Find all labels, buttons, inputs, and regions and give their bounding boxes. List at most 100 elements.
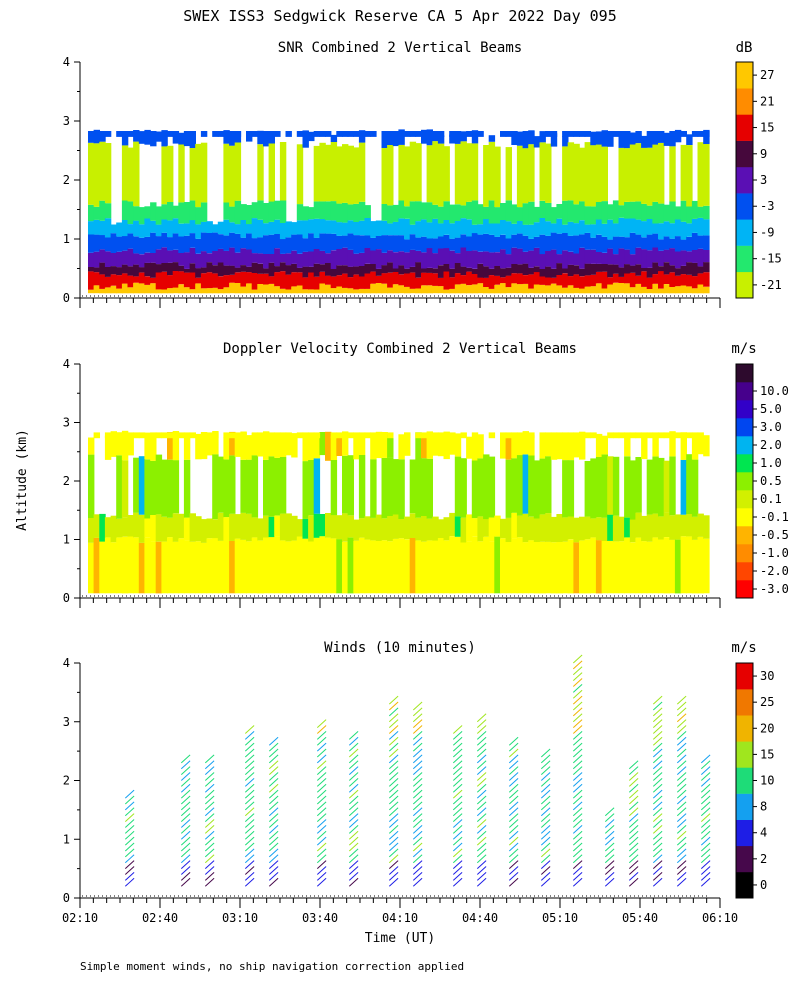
heatmap-cell (336, 265, 343, 276)
heatmap-cell (375, 275, 383, 283)
heatmap-cell (562, 200, 569, 225)
wind-barb (652, 754, 663, 764)
heatmap-cell (601, 288, 608, 294)
heatmap-cell (562, 517, 569, 542)
heatmap-cell (658, 142, 665, 204)
wind-barb (204, 766, 215, 775)
heatmap-cell (646, 277, 654, 289)
wind-barb (572, 819, 583, 828)
wind-barb (540, 825, 551, 834)
heatmap-cell (584, 263, 591, 276)
heatmap-cell (511, 264, 518, 274)
heatmap-cell (347, 233, 354, 250)
y-tick-label: 1 (63, 533, 70, 547)
heatmap-cell (133, 537, 140, 594)
heatmap-cell (268, 201, 275, 222)
heatmap-cell (364, 516, 371, 540)
heatmap-cell (381, 540, 388, 594)
heatmap-cell (686, 206, 693, 224)
colorbar-label: -3.0 (760, 582, 789, 596)
wind-barb (204, 836, 215, 846)
heatmap-cell (110, 285, 117, 294)
wind-barb (268, 836, 279, 846)
heatmap-cell (516, 537, 524, 594)
wind-barb (204, 772, 215, 781)
heatmap-cell (88, 518, 95, 543)
heatmap-band (172, 131, 180, 137)
heatmap-cell (454, 237, 462, 253)
colorbar-label: 21 (760, 94, 774, 108)
heatmap-cell (319, 432, 326, 456)
wind-barb (476, 778, 487, 787)
wind-barb (388, 719, 399, 728)
heatmap-band (88, 131, 95, 137)
heatmap-band (353, 432, 360, 439)
wind-barb (348, 860, 359, 869)
wind-barb (628, 789, 639, 799)
wind-barb (412, 707, 423, 717)
wind-barb (676, 719, 687, 728)
heatmap-cell (285, 253, 292, 266)
wind-barb (572, 684, 583, 693)
wind-barb (676, 819, 687, 828)
heatmap-cell (415, 251, 422, 263)
wind-barb (180, 754, 191, 764)
heatmap-band (127, 432, 134, 439)
heatmap-cell (539, 142, 546, 201)
heatmap-band (110, 432, 117, 439)
wind-barb (316, 807, 327, 817)
colorbar-swatch (736, 219, 753, 246)
wind-barb (628, 866, 639, 875)
heatmap-cell (313, 458, 321, 514)
heatmap-cell (274, 234, 281, 249)
heatmap-cell (505, 200, 512, 222)
heatmap-band (635, 131, 642, 137)
wind-barb (508, 825, 519, 834)
wind-barb (508, 736, 519, 746)
y-tick-label: 1 (63, 232, 70, 246)
wind-barb (700, 877, 711, 887)
wind-barb (676, 866, 687, 875)
heatmap-cell (573, 204, 580, 224)
wind-barb (452, 742, 463, 752)
heatmap-band (127, 131, 134, 137)
wind-barb (628, 836, 639, 846)
heatmap-band (573, 131, 580, 137)
wind-barb (452, 877, 463, 887)
heatmap-cell (539, 200, 546, 218)
heatmap-cell (370, 435, 377, 460)
heatmap-cell (263, 459, 270, 516)
wind-barb (348, 807, 359, 817)
heatmap-cell (646, 218, 654, 235)
heatmap-cell (381, 518, 388, 541)
wind-barb (124, 866, 135, 875)
heatmap-cell (691, 459, 699, 517)
heatmap-cell (595, 234, 603, 252)
heatmap-cell (460, 234, 467, 248)
heatmap-cell (88, 234, 95, 253)
wind-barb (604, 866, 615, 875)
heatmap-cell (505, 542, 512, 594)
wind-barb (316, 848, 327, 858)
colorbar-label: 10.0 (760, 384, 789, 398)
heatmap-cell (104, 517, 112, 538)
wind-barb (476, 866, 487, 875)
heatmap-cell (567, 460, 575, 517)
heatmap-cell (370, 264, 377, 272)
heatmap-cell (471, 268, 479, 274)
heatmap-cell (601, 223, 608, 237)
heatmap-cell (646, 541, 654, 594)
heatmap-cell (567, 235, 575, 252)
wind-barb (652, 778, 663, 787)
heatmap-cell (680, 250, 687, 266)
wind-barb (628, 772, 639, 781)
heatmap-cell (528, 130, 535, 145)
heatmap-cell (279, 540, 287, 594)
heatmap-cell (545, 266, 552, 278)
heatmap-cell (116, 455, 123, 519)
heatmap-cell (172, 271, 180, 288)
wind-barb (652, 695, 663, 705)
heatmap-cell (595, 457, 603, 518)
heatmap-cell (669, 272, 676, 287)
colorbar-label: 4 (760, 826, 767, 840)
